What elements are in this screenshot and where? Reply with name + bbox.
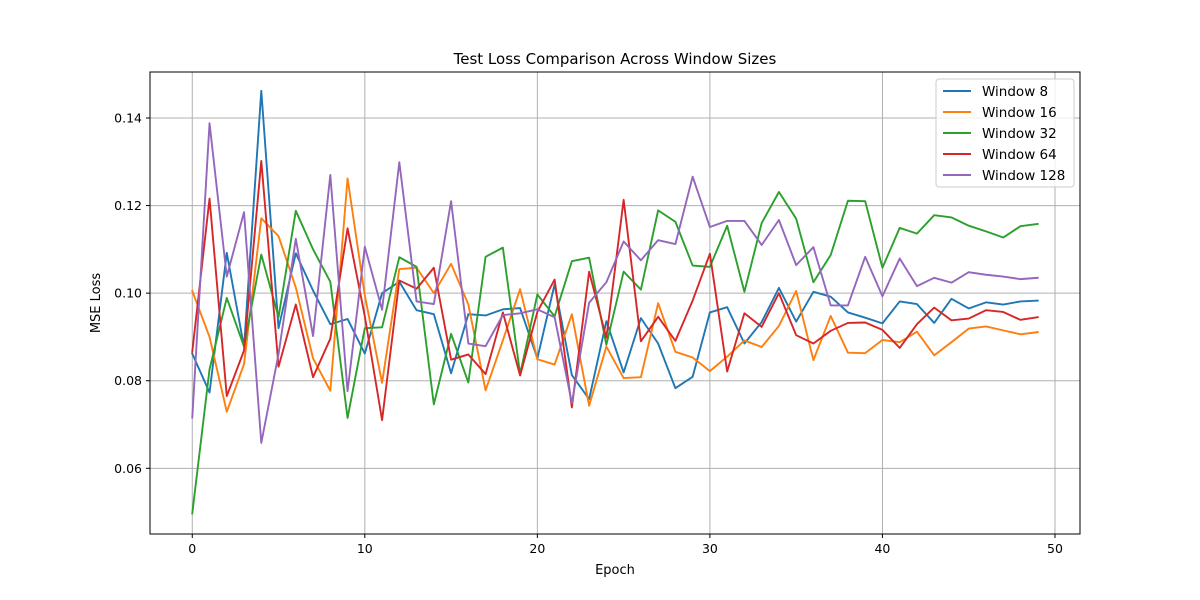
x-tick-label: 10 <box>357 541 373 556</box>
series-line-window-8 <box>191 89 1039 401</box>
y-tick-label: 0.14 <box>114 110 142 125</box>
y-tick-label: 0.06 <box>114 461 142 476</box>
x-tick-label: 50 <box>1047 541 1063 556</box>
x-tick-label: 0 <box>188 541 196 556</box>
y-tick-label: 0.12 <box>114 198 142 213</box>
series-line-window-32 <box>191 191 1039 515</box>
legend-label: Window 64 <box>982 147 1057 163</box>
legend-label: Window 32 <box>982 126 1057 142</box>
legend-box <box>935 78 1075 188</box>
y-axis-label: MSE Loss <box>89 273 104 334</box>
x-tick-label: 30 <box>702 541 718 556</box>
series-line-window-64 <box>191 159 1039 422</box>
series-line-window-128 <box>191 122 1039 444</box>
series-line-window-16 <box>191 177 1039 413</box>
x-tick-label: 20 <box>529 541 545 556</box>
y-tick-label: 0.08 <box>114 373 142 388</box>
series-layer <box>191 89 1039 515</box>
x-axis-label: Epoch <box>595 563 635 578</box>
legend-label: Window 16 <box>982 105 1057 121</box>
y-tick-label: 0.10 <box>114 286 142 301</box>
legend-label: Window 8 <box>982 84 1048 100</box>
x-tick-label: 40 <box>874 541 890 556</box>
plot-frame <box>149 71 1081 535</box>
legend-label: Window 128 <box>982 168 1065 184</box>
chart-title: Test Loss Comparison Across Window Sizes <box>453 50 777 68</box>
tick-layer: 0 10 20 30 40 50 0.06 0.08 0.10 0.12 0.14 <box>114 110 1063 556</box>
legend: Window 8 Window 16 Window 32 Window 64 Windo… <box>935 78 1075 188</box>
